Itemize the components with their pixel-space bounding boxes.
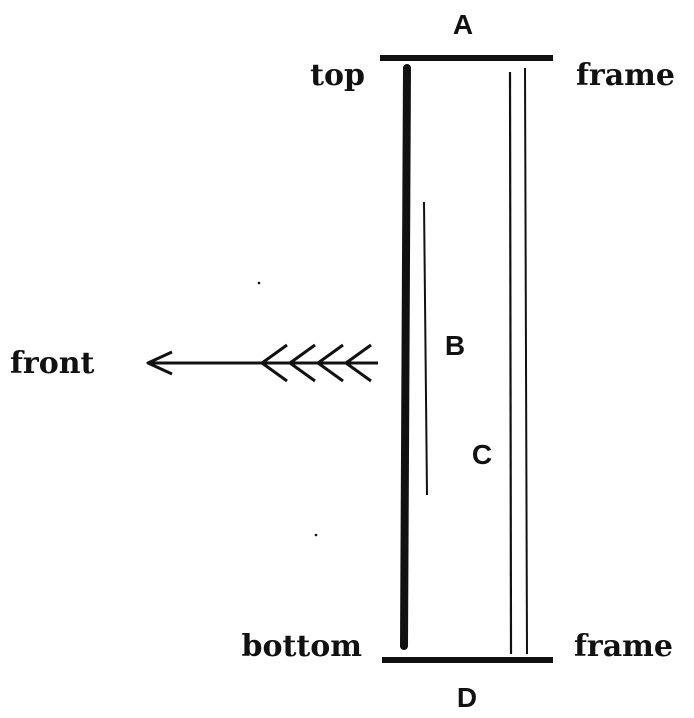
- label-bottom: bottom: [242, 629, 363, 664]
- label-top: top: [310, 58, 365, 93]
- panel-c-line-1: [508, 71, 513, 655]
- front-panel: [400, 64, 411, 650]
- label-frame-bottom: frame: [574, 629, 673, 664]
- speck-mark: [257, 281, 261, 285]
- arrow-head: [146, 350, 173, 376]
- label-front: front: [10, 346, 95, 381]
- speck-mark: [314, 533, 318, 537]
- inner-panel-b: [423, 201, 428, 496]
- label-c: C: [472, 439, 492, 470]
- label-d: D: [457, 682, 477, 713]
- label-b: B: [445, 330, 465, 361]
- arrow-fletching: [261, 343, 372, 383]
- label-a: A: [453, 9, 473, 40]
- panel-c-line-2: [524, 67, 528, 655]
- label-frame-top: frame: [576, 58, 675, 93]
- front-arrow: [146, 343, 378, 383]
